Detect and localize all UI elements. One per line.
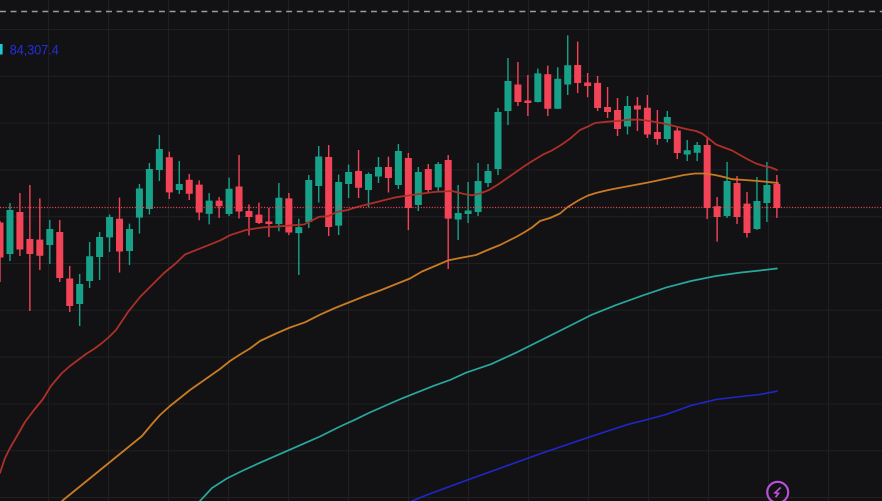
svg-text:84,307.4: 84,307.4	[10, 41, 59, 57]
